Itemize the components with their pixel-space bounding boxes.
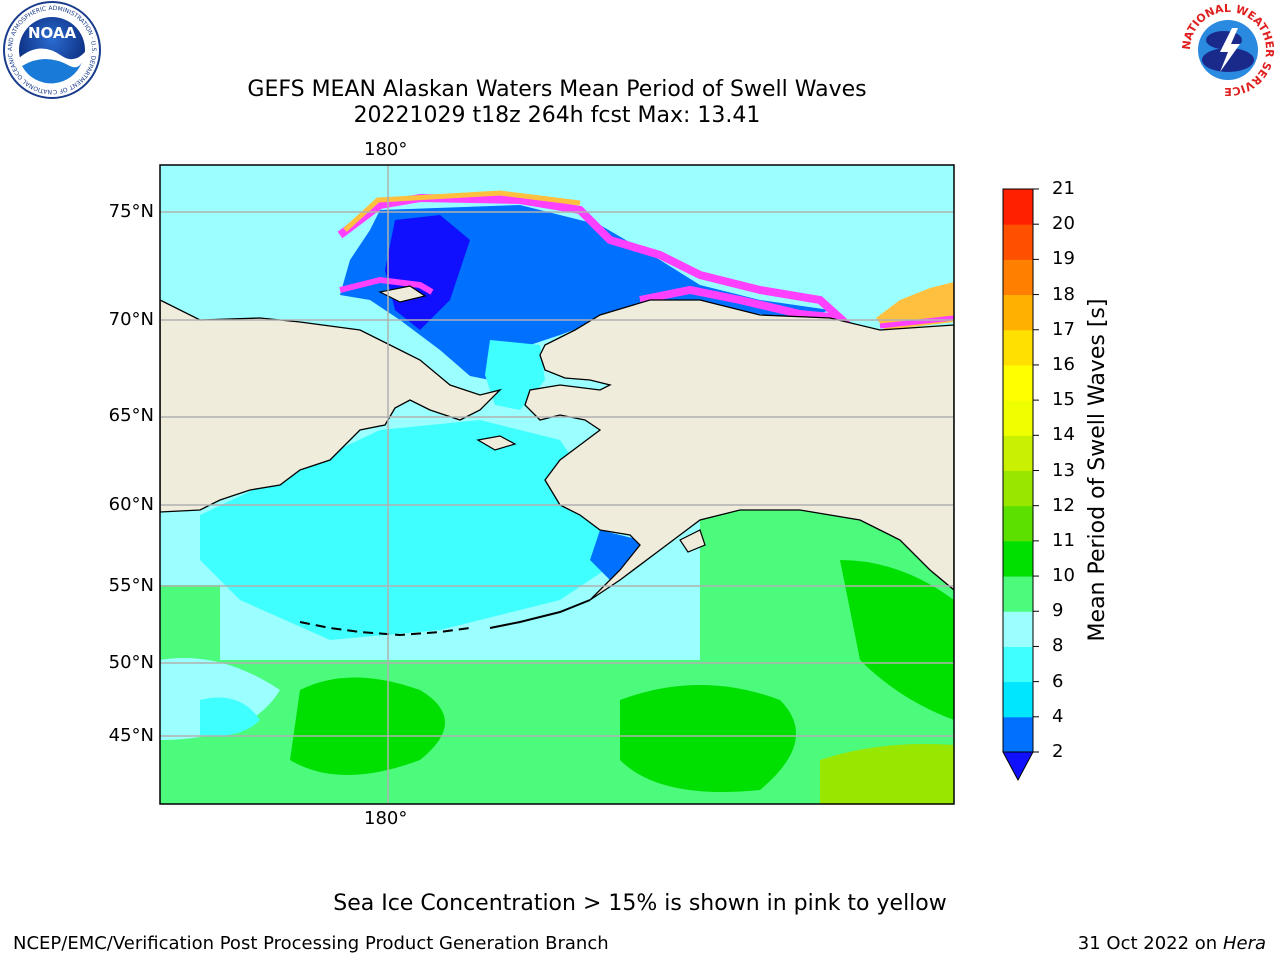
kodiak-island — [679, 529, 706, 553]
chukchi-navy — [385, 215, 470, 330]
latitude-label: 60°N — [108, 494, 154, 515]
latitude-label: 55°N — [108, 575, 154, 596]
colorbar-box — [1003, 540, 1033, 577]
ocean-bright-green-patch — [290, 677, 445, 775]
wrangel-island — [378, 285, 427, 303]
colorbar-tick-label: 13 — [1052, 459, 1075, 481]
colorbar-box — [1003, 681, 1033, 718]
colorbar-tick-label: 4 — [1052, 705, 1064, 727]
latitude-label: 65°N — [108, 405, 154, 426]
colorbar-box — [1003, 364, 1033, 401]
sea-ice-edge — [337, 193, 852, 324]
ocean-bright-green-patch — [840, 560, 954, 720]
nws-logo: NATIONAL WEATHER SERVICE — [1180, 2, 1276, 98]
latitude-label: 50°N — [108, 652, 154, 673]
footer-date: 31 Oct 2022 on Hera — [1078, 933, 1266, 954]
footer-machine: Hera — [1222, 933, 1266, 954]
colorbar-box — [1003, 576, 1033, 612]
colorbar-box — [1003, 716, 1033, 753]
footer-date-text: 31 Oct 2022 on — [1077, 933, 1218, 954]
map-frame — [159, 164, 955, 805]
graticule — [160, 165, 954, 804]
ocean-yellow-green-patch — [820, 744, 954, 804]
alaska-land — [524, 299, 954, 601]
colorbar-box — [1003, 505, 1033, 542]
footer-credit: NCEP/EMC/Verification Post Processing Pr… — [13, 933, 609, 954]
colorbar-box — [1003, 259, 1033, 296]
colorbar-box — [1003, 329, 1033, 366]
sea-ice-edge — [339, 276, 434, 295]
colorbar-tick-label: 20 — [1052, 213, 1075, 235]
longitude-label-top: 180° — [364, 139, 408, 160]
latitude-label: 75°N — [108, 201, 154, 222]
colorbar-box — [1003, 224, 1033, 260]
colorbar-tick-label: 2 — [1052, 741, 1064, 762]
map-title: GEFS MEAN Alaskan Waters Mean Period of … — [247, 77, 867, 102]
longitude-label-bottom: 180° — [364, 808, 408, 829]
colorbar-tick-label: 12 — [1052, 494, 1075, 516]
aleutian-islands — [299, 621, 471, 637]
colorbar-tick-label: 6 — [1052, 670, 1064, 692]
colorbar-tick-label: 10 — [1052, 565, 1075, 587]
colorbar-box — [1003, 470, 1033, 507]
colorbar-title: Mean Period of Swell Waves [s] — [1085, 298, 1110, 642]
latitude-label: 70°N — [108, 309, 154, 330]
colorbar-box — [1003, 294, 1033, 331]
st-lawrence-island — [476, 435, 517, 451]
colorbar-boxes — [1003, 189, 1033, 753]
colorbar-ticks — [1033, 188, 1039, 753]
noaa-logo: NATIONAL OCEANIC AND ATMOSPHERIC ADMINIS… — [0, 0, 101, 99]
colorbar-tick-label: 18 — [1052, 283, 1075, 305]
colorbar-box — [1003, 646, 1033, 683]
colorbar-tick-label: 8 — [1052, 635, 1064, 657]
colorbar-tick-label: 21 — [1052, 178, 1075, 199]
sea-ice-note: Sea Ice Concentration > 15% is shown in … — [333, 891, 947, 916]
colorbar-box — [1003, 435, 1033, 471]
colorbar-tick-label: 17 — [1052, 318, 1075, 340]
colorbar-tick-label: 9 — [1052, 600, 1064, 622]
ocean-cyan-patch — [200, 697, 260, 736]
map-subtitle: 20221029 t18z 264h fcst Max: 13.41 — [353, 103, 761, 128]
siberia-land — [160, 299, 503, 513]
bering-sea — [200, 420, 620, 640]
sea-ice-edge — [343, 190, 581, 232]
colorbar-box — [1003, 400, 1033, 436]
ocean-green-west — [160, 585, 220, 665]
colorbar-tick-label: 19 — [1052, 248, 1075, 270]
colorbar-extend-triangle — [1002, 751, 1034, 782]
alaska-peninsula — [489, 599, 591, 629]
colorbar-box — [1003, 611, 1033, 647]
colorbar-tick-label: 11 — [1052, 529, 1075, 551]
colorbar-tick-label: 15 — [1052, 389, 1075, 411]
colorbar-tick-label: 16 — [1052, 353, 1075, 375]
colorbar-tick-label: 14 — [1052, 424, 1075, 446]
ocean-bright-green-patch — [620, 685, 796, 792]
colorbar-box — [1003, 189, 1033, 225]
latitude-label: 45°N — [108, 725, 154, 746]
svg-text:NOAA: NOAA — [28, 24, 77, 42]
